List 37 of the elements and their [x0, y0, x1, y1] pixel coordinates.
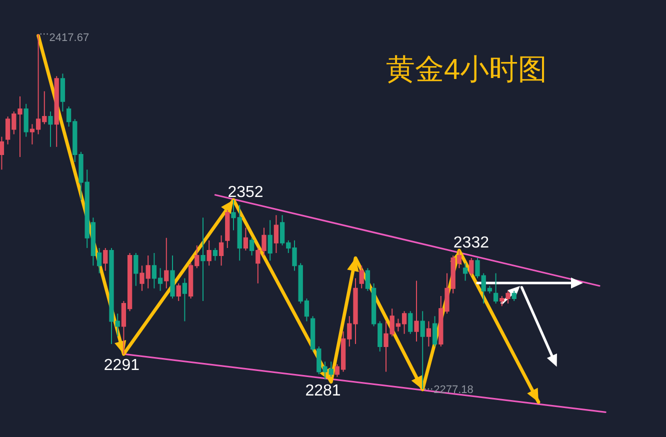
candlestick [48, 111, 53, 148]
annotation: 2277.18 [434, 384, 474, 396]
annotation: 2417.67 [49, 32, 90, 44]
candlestick [200, 217, 206, 302]
candlestick [420, 310, 425, 390]
candlestick [274, 214, 279, 254]
annotation: 2352 [228, 184, 264, 201]
annotation: 2281 [305, 382, 341, 400]
candlestick [469, 258, 474, 276]
candlestick [170, 255, 175, 299]
candlestick [60, 73, 66, 112]
candlestick [512, 290, 516, 302]
candlestick [0, 136, 4, 170]
candlestick [212, 247, 218, 262]
candlestick [24, 103, 28, 138]
annotation: 2291 [104, 357, 140, 374]
candlestick [493, 272, 498, 304]
candlestick [359, 265, 364, 289]
candlestick [408, 310, 413, 334]
candlestick [268, 220, 272, 262]
candlestick [164, 237, 169, 289]
candlestick [249, 237, 254, 256]
annotation: 2332 [453, 234, 490, 252]
candlestick [426, 320, 432, 347]
candlestick [414, 280, 419, 342]
candlestick [432, 316, 438, 347]
text: 黄金4小时图 [386, 54, 548, 86]
candlestick [134, 252, 138, 286]
candlestick [103, 247, 108, 272]
candlestick [176, 282, 181, 302]
candlestick [218, 234, 224, 266]
candlestick [182, 278, 188, 322]
candlestick [206, 240, 212, 266]
candlestick [243, 227, 248, 251]
candlestick [462, 262, 468, 282]
candlestick [225, 210, 230, 248]
candlestick [54, 76, 59, 148]
